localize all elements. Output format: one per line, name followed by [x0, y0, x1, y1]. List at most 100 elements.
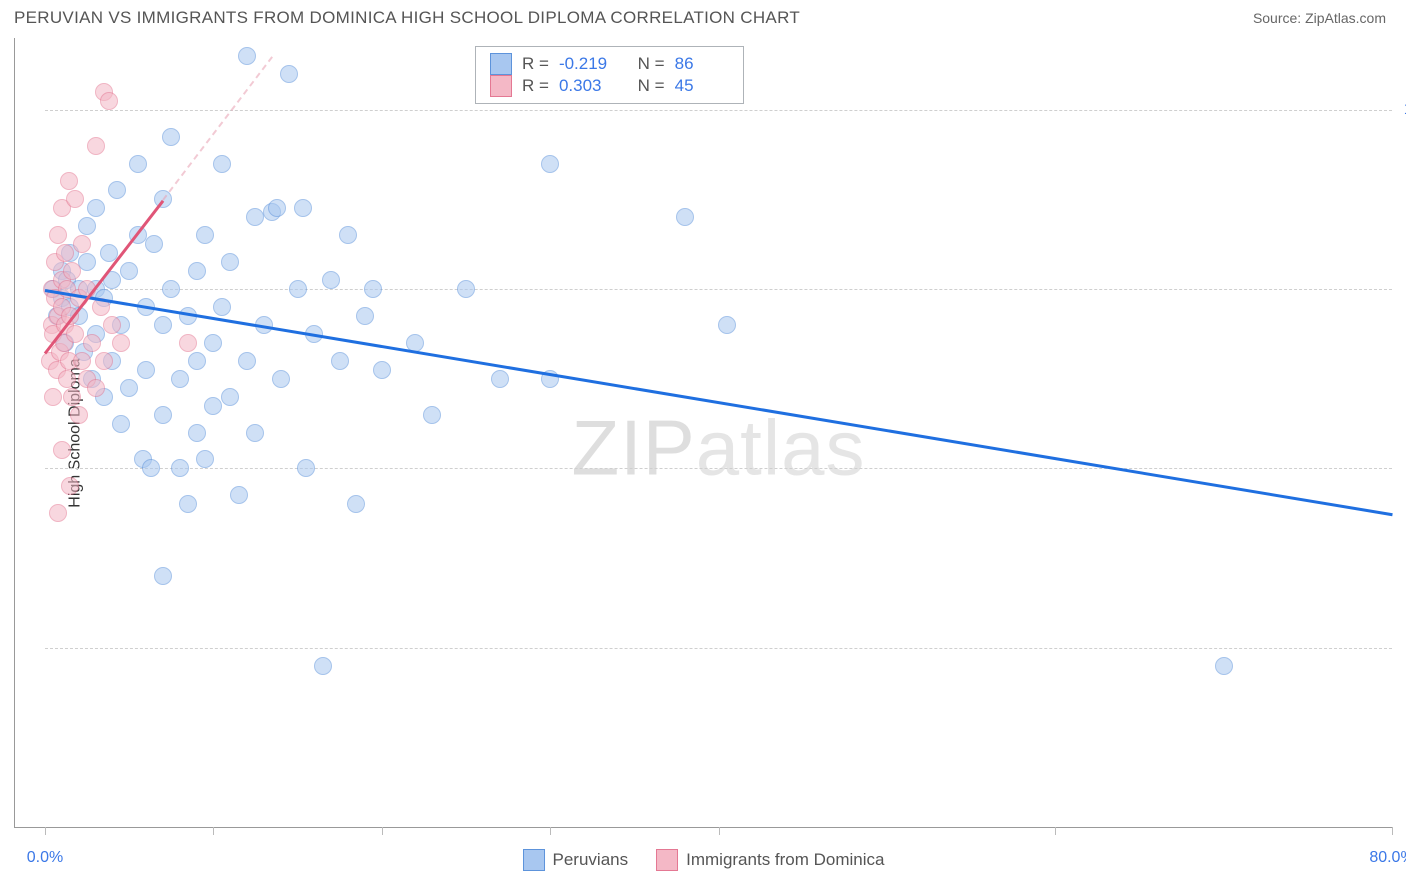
- xtick-mark: [213, 827, 214, 835]
- gridline-h: [45, 289, 1392, 290]
- data-point: [63, 262, 81, 280]
- data-point: [53, 441, 71, 459]
- data-point: [103, 316, 121, 334]
- gridline-h: [45, 468, 1392, 469]
- data-point: [188, 352, 206, 370]
- n-label: N =: [638, 54, 665, 74]
- data-point: [171, 370, 189, 388]
- data-point: [718, 316, 736, 334]
- data-point: [238, 47, 256, 65]
- xtick-label: 0.0%: [27, 849, 63, 867]
- data-point: [213, 155, 231, 173]
- data-point: [87, 199, 105, 217]
- r-label: R =: [522, 54, 549, 74]
- r-value-peruvians: -0.219: [559, 54, 613, 74]
- source-attribution: Source: ZipAtlas.com: [1253, 10, 1386, 26]
- xtick-mark: [45, 827, 46, 835]
- ytick-label: 70.0%: [1398, 639, 1406, 657]
- r-value-dominica: 0.303: [559, 76, 613, 96]
- data-point: [78, 253, 96, 271]
- data-point: [120, 379, 138, 397]
- watermark-thin: atlas: [696, 404, 866, 492]
- gridline-h: [45, 110, 1392, 111]
- legend-row-peruvians: R = -0.219 N = 86: [490, 53, 729, 75]
- ytick-label: 100.0%: [1398, 101, 1406, 119]
- data-point: [60, 172, 78, 190]
- data-point: [87, 137, 105, 155]
- data-point: [154, 406, 172, 424]
- data-point: [196, 226, 214, 244]
- trend-line: [162, 56, 273, 201]
- xtick-mark: [719, 827, 720, 835]
- data-point: [162, 128, 180, 146]
- swatch-dominica: [656, 849, 678, 871]
- data-point: [246, 424, 264, 442]
- data-point: [142, 459, 160, 477]
- data-point: [314, 657, 332, 675]
- n-label: N =: [638, 76, 665, 96]
- data-point: [238, 352, 256, 370]
- data-point: [541, 155, 559, 173]
- data-point: [339, 226, 357, 244]
- header: PERUVIAN VS IMMIGRANTS FROM DOMINICA HIG…: [0, 0, 1406, 32]
- data-point: [63, 388, 81, 406]
- data-point: [66, 190, 84, 208]
- data-point: [204, 397, 222, 415]
- data-point: [272, 370, 290, 388]
- xtick-mark: [1392, 827, 1393, 835]
- data-point: [171, 459, 189, 477]
- data-point: [188, 262, 206, 280]
- data-point: [373, 361, 391, 379]
- data-point: [457, 280, 475, 298]
- data-point: [112, 334, 130, 352]
- swatch-peruvians: [523, 849, 545, 871]
- data-point: [61, 477, 79, 495]
- data-point: [145, 235, 163, 253]
- chart-area: High School Diploma ZIPatlas R = -0.219 …: [14, 38, 1392, 828]
- data-point: [137, 361, 155, 379]
- data-point: [423, 406, 441, 424]
- correlation-legend: R = -0.219 N = 86 R = 0.303 N = 45: [475, 46, 744, 104]
- r-label: R =: [522, 76, 549, 96]
- data-point: [179, 334, 197, 352]
- data-point: [44, 388, 62, 406]
- xtick-mark: [382, 827, 383, 835]
- data-point: [87, 379, 105, 397]
- data-point: [268, 199, 286, 217]
- data-point: [289, 280, 307, 298]
- source-link[interactable]: ZipAtlas.com: [1305, 10, 1386, 26]
- gridline-h: [45, 648, 1392, 649]
- legend-item-dominica: Immigrants from Dominica: [656, 849, 884, 871]
- xtick-label: 80.0%: [1369, 849, 1406, 867]
- data-point: [66, 325, 84, 343]
- ytick-label: 90.0%: [1398, 280, 1406, 298]
- data-point: [196, 450, 214, 468]
- data-point: [297, 459, 315, 477]
- data-point: [280, 65, 298, 83]
- legend-row-dominica: R = 0.303 N = 45: [490, 75, 729, 97]
- n-value-peruvians: 86: [675, 54, 729, 74]
- data-point: [230, 486, 248, 504]
- data-point: [221, 253, 239, 271]
- data-point: [58, 370, 76, 388]
- ytick-label: 80.0%: [1398, 459, 1406, 477]
- plot-region: ZIPatlas R = -0.219 N = 86 R = 0.303 N =…: [45, 38, 1392, 827]
- data-point: [100, 92, 118, 110]
- data-point: [331, 352, 349, 370]
- data-point: [154, 316, 172, 334]
- xtick-mark: [550, 827, 551, 835]
- data-point: [83, 334, 101, 352]
- data-point: [1215, 657, 1233, 675]
- swatch-dominica: [490, 75, 512, 97]
- data-point: [322, 271, 340, 289]
- data-point: [204, 334, 222, 352]
- data-point: [676, 208, 694, 226]
- data-point: [179, 495, 197, 513]
- data-point: [129, 155, 147, 173]
- legend-label-dominica: Immigrants from Dominica: [686, 850, 884, 870]
- data-point: [49, 504, 67, 522]
- data-point: [112, 415, 130, 433]
- swatch-peruvians: [490, 53, 512, 75]
- data-point: [120, 262, 138, 280]
- data-point: [188, 424, 206, 442]
